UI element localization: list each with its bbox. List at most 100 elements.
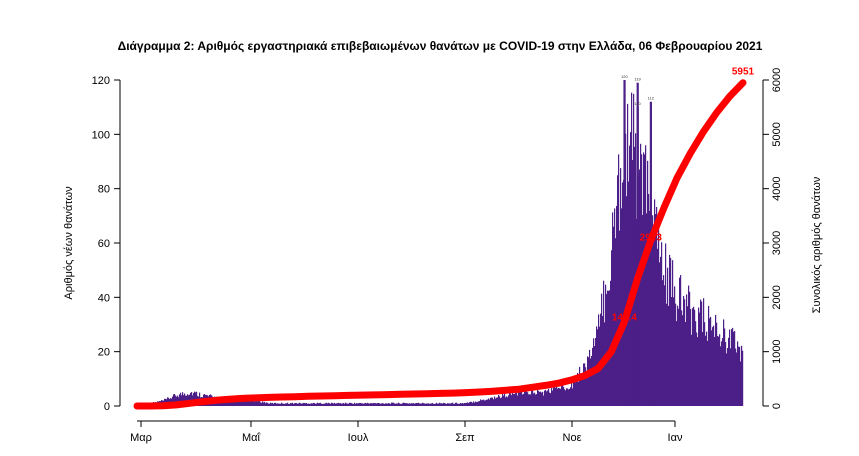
bar — [707, 340, 709, 406]
bar — [439, 402, 441, 406]
bar — [496, 397, 498, 406]
bar — [556, 386, 558, 406]
bar — [443, 402, 445, 406]
bar — [246, 399, 248, 406]
bar — [196, 391, 198, 406]
bar — [576, 381, 578, 406]
bar — [591, 355, 593, 406]
bar — [694, 309, 696, 406]
bar — [682, 315, 684, 406]
bar — [588, 357, 590, 406]
cumulative-line — [133, 79, 747, 410]
bar — [700, 299, 702, 406]
bar — [341, 403, 343, 406]
bar — [175, 395, 177, 406]
bar — [646, 213, 648, 406]
bar — [607, 290, 609, 406]
bar — [643, 152, 645, 406]
bar — [539, 391, 541, 406]
bar — [372, 403, 374, 406]
x-tick-label: Σεπ — [455, 432, 475, 444]
bar — [376, 403, 378, 406]
bar — [480, 399, 482, 406]
bar — [379, 403, 381, 406]
bar — [592, 347, 594, 406]
bar — [564, 389, 566, 406]
bar — [361, 403, 363, 406]
bar — [664, 285, 666, 406]
bar — [522, 394, 524, 406]
bar — [415, 403, 417, 406]
bar — [487, 399, 489, 406]
bar — [570, 387, 572, 406]
bar — [296, 403, 298, 406]
bar — [258, 400, 260, 406]
bar — [511, 395, 513, 406]
bar — [229, 400, 231, 406]
bar — [706, 331, 708, 406]
bar — [685, 322, 687, 406]
bar — [530, 394, 532, 406]
bar — [679, 277, 681, 406]
bar — [675, 303, 677, 406]
y-left-tick-label: 120 — [92, 75, 110, 87]
y-right-tick-label: 1000 — [771, 339, 783, 363]
bar — [654, 199, 656, 406]
bar — [408, 403, 410, 406]
bar — [732, 327, 734, 406]
bar — [526, 390, 528, 406]
bar — [343, 402, 345, 406]
bar — [441, 403, 443, 406]
bar — [561, 381, 563, 406]
bar — [627, 103, 629, 407]
bar — [247, 401, 249, 406]
bar — [701, 301, 703, 406]
bar — [603, 280, 605, 406]
bar — [249, 399, 251, 406]
bar — [485, 400, 487, 406]
bar — [674, 286, 676, 406]
bar — [335, 403, 337, 406]
bar — [645, 145, 647, 407]
bar — [403, 402, 405, 406]
bar — [338, 402, 340, 406]
bar — [505, 397, 507, 406]
bar — [567, 388, 569, 406]
bar — [233, 399, 235, 406]
bar — [551, 388, 553, 406]
bar — [691, 334, 693, 406]
y-axis-left: 0 20 40 60 80 100 120 — [92, 75, 121, 413]
bar — [173, 394, 175, 406]
bar — [544, 390, 546, 406]
bar — [272, 402, 274, 406]
bar — [489, 399, 491, 406]
bar — [322, 403, 324, 406]
bar — [319, 403, 321, 406]
bar — [716, 322, 718, 406]
bar — [318, 403, 320, 406]
bar — [538, 390, 540, 406]
bar — [583, 363, 585, 406]
bar-peak — [623, 80, 626, 406]
bar — [383, 403, 385, 406]
bar — [468, 403, 470, 406]
chart-title: Διάγραμμα 2: Αριθμός εργαστηριακά επιβεβ… — [118, 39, 763, 53]
bar — [358, 403, 360, 406]
bar — [479, 401, 481, 406]
bar — [737, 341, 739, 406]
bar — [298, 403, 300, 406]
bar — [336, 403, 338, 406]
bar — [713, 325, 715, 406]
y-left-tick-label: 60 — [98, 238, 110, 250]
bar — [266, 402, 268, 406]
bar — [276, 403, 278, 406]
bar — [313, 402, 315, 406]
bar — [317, 402, 319, 406]
bar — [290, 402, 292, 406]
bar — [393, 402, 395, 406]
bar — [328, 402, 330, 406]
bar — [174, 394, 176, 406]
bar — [715, 314, 717, 406]
bar — [717, 335, 719, 406]
bar — [396, 403, 398, 406]
